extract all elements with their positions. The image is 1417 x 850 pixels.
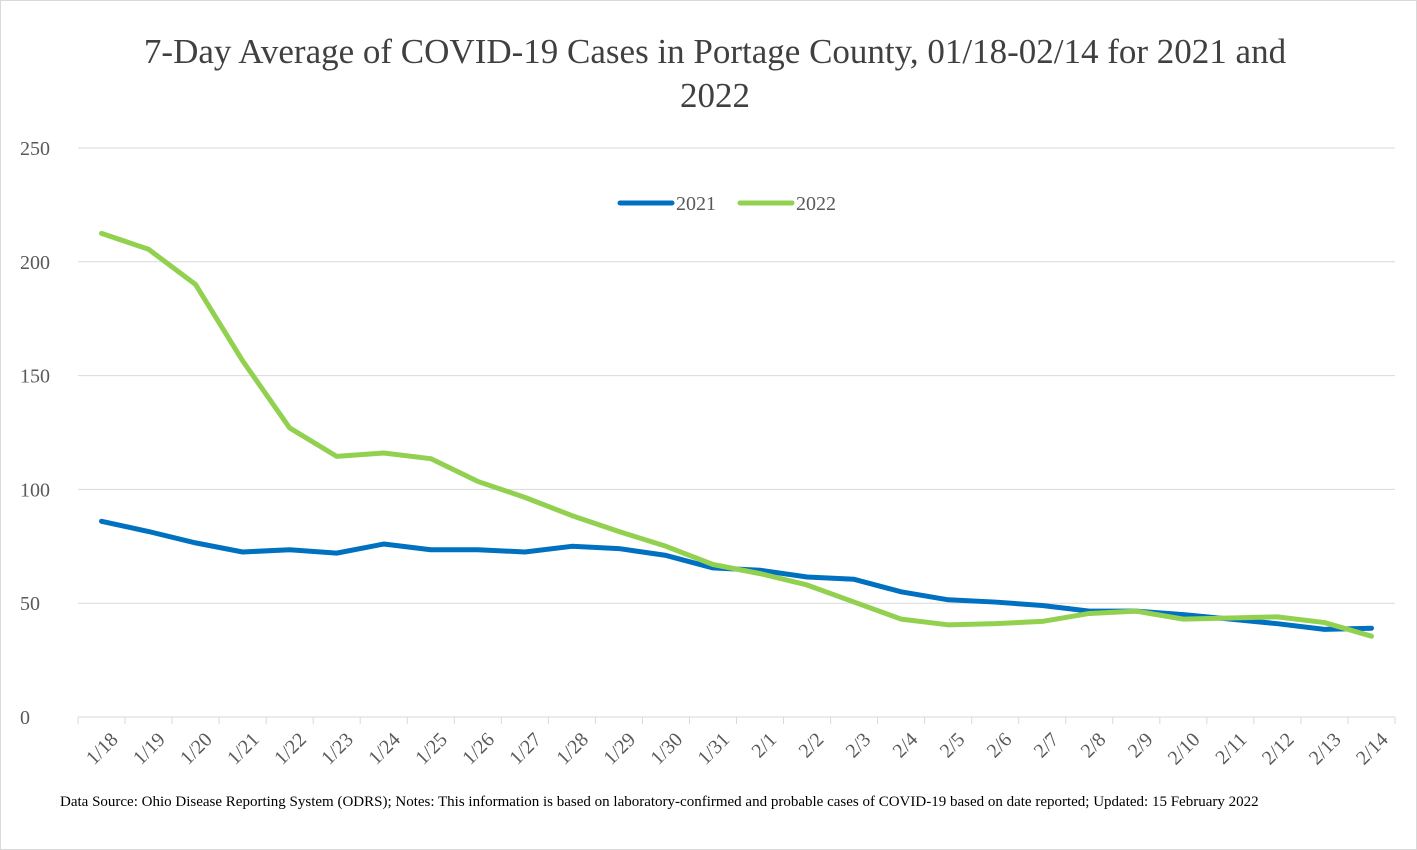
x-tick-label: 2/4 [889, 729, 923, 763]
y-tick-label: 0 [20, 707, 30, 729]
x-tick-label: 1/27 [505, 729, 546, 770]
x-tick-label: 1/23 [317, 729, 358, 770]
y-tick-label: 150 [20, 366, 50, 388]
x-tick-label: 1/31 [693, 729, 734, 770]
x-tick-label: 1/29 [599, 729, 640, 770]
legend-label: 2021 [676, 193, 716, 215]
footnote: Data Source: Ohio Disease Reporting Syst… [60, 794, 1259, 810]
chart-title: 7-Day Average of COVID-19 Cases in Porta… [143, 32, 1287, 115]
x-tick-label: 1/22 [270, 729, 311, 770]
x-tick-label: 2/9 [1124, 729, 1158, 763]
x-tick-label: 1/19 [129, 729, 170, 770]
x-tick-label: 2/3 [842, 729, 876, 763]
x-tick-label: 2/8 [1077, 729, 1111, 763]
legend-label: 2022 [796, 193, 836, 215]
x-tick-label: 2/11 [1211, 729, 1251, 769]
x-tick-label: 2/7 [1030, 729, 1064, 763]
x-tick-label: 1/26 [458, 729, 499, 770]
x-tick-label: 2/5 [936, 729, 970, 763]
x-tick-label: 1/24 [364, 729, 405, 770]
x-tick-label: 1/20 [176, 729, 217, 770]
y-tick-label: 50 [20, 593, 40, 615]
x-tick-label: 1/30 [646, 729, 687, 770]
x-tick-label: 1/21 [223, 729, 264, 770]
x-tick-label: 2/10 [1164, 729, 1205, 770]
x-tick-label: 2/6 [983, 729, 1017, 763]
x-tick-label: 2/1 [748, 729, 782, 763]
line-series [99, 230, 1374, 639]
y-tick-label: 250 [20, 138, 50, 160]
x-tick-label: 2/2 [795, 729, 829, 763]
y-tick-label: 200 [20, 252, 50, 274]
x-tick-label: 1/18 [82, 729, 123, 770]
y-tick-label: 100 [20, 479, 50, 501]
x-tick-label: 1/25 [411, 729, 452, 770]
x-tick-label: 2/14 [1352, 729, 1393, 770]
x-tick-label: 2/13 [1305, 729, 1346, 770]
line-series [99, 518, 1374, 632]
x-tick-label: 2/12 [1258, 729, 1299, 770]
x-tick-label: 1/28 [552, 729, 593, 770]
